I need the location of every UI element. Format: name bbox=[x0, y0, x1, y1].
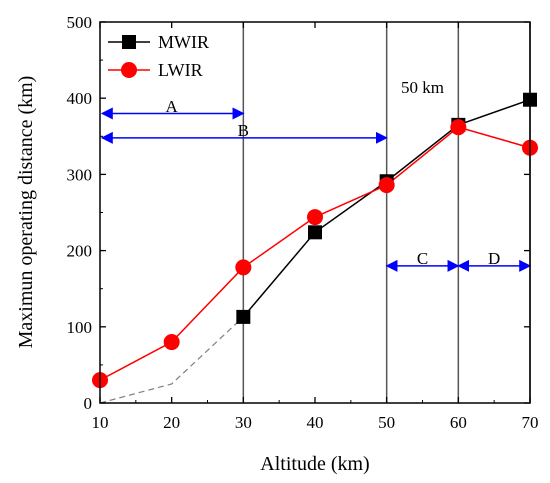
legend-marker-LWIR bbox=[121, 62, 137, 78]
range-label-A: A bbox=[166, 97, 179, 116]
y-tick-label: 100 bbox=[67, 318, 93, 337]
legend-label-MWIR: MWIR bbox=[158, 32, 209, 52]
annotations: 50 km A B C D bbox=[166, 78, 501, 268]
y-tick-label: 400 bbox=[67, 89, 93, 108]
range-label-C: C bbox=[417, 249, 428, 268]
series-line-dashed-MWIR bbox=[99, 316, 244, 404]
x-tick-label: 50 bbox=[378, 413, 395, 432]
data-point-LWIR bbox=[163, 334, 180, 351]
data-point-LWIR bbox=[450, 119, 467, 136]
x-axis-title: Altitude (km) bbox=[260, 453, 369, 475]
x-tick-label: 20 bbox=[163, 413, 180, 432]
axis-tick-labels: 10 20 30 40 50 60 70 0 100 200 300 400 500 bbox=[67, 13, 539, 432]
x-tick-label: 10 bbox=[92, 413, 109, 432]
x-tick-label: 40 bbox=[307, 413, 324, 432]
y-axis-title: Maximun operating distance (km) bbox=[15, 76, 37, 349]
legend-marker-MWIR bbox=[122, 35, 136, 49]
data-point-LWIR bbox=[378, 177, 395, 194]
y-tick-label: 300 bbox=[67, 165, 93, 184]
range-label-B: B bbox=[238, 121, 249, 140]
data-point-MWIR bbox=[236, 309, 251, 324]
data-point-LWIR bbox=[235, 259, 252, 276]
x-tick-label: 30 bbox=[235, 413, 252, 432]
y-tick-label: 0 bbox=[84, 394, 93, 413]
data-point-MWIR bbox=[308, 225, 322, 240]
y-tick-label: 200 bbox=[67, 242, 93, 261]
data-point-LWIR bbox=[307, 209, 323, 226]
x-tick-label: 60 bbox=[450, 413, 467, 432]
vertical-lines bbox=[242, 22, 531, 403]
legend-label-LWIR: LWIR bbox=[158, 60, 203, 80]
range-label-D: D bbox=[488, 249, 500, 268]
range-arrows bbox=[100, 107, 532, 272]
series-group bbox=[92, 92, 538, 404]
axis-ticks bbox=[99, 21, 531, 404]
legend: MWIR LWIR bbox=[108, 32, 209, 80]
y-tick-label: 500 bbox=[67, 13, 93, 32]
annotation-text: 50 km bbox=[401, 78, 444, 97]
x-tick-label: 70 bbox=[522, 413, 539, 432]
